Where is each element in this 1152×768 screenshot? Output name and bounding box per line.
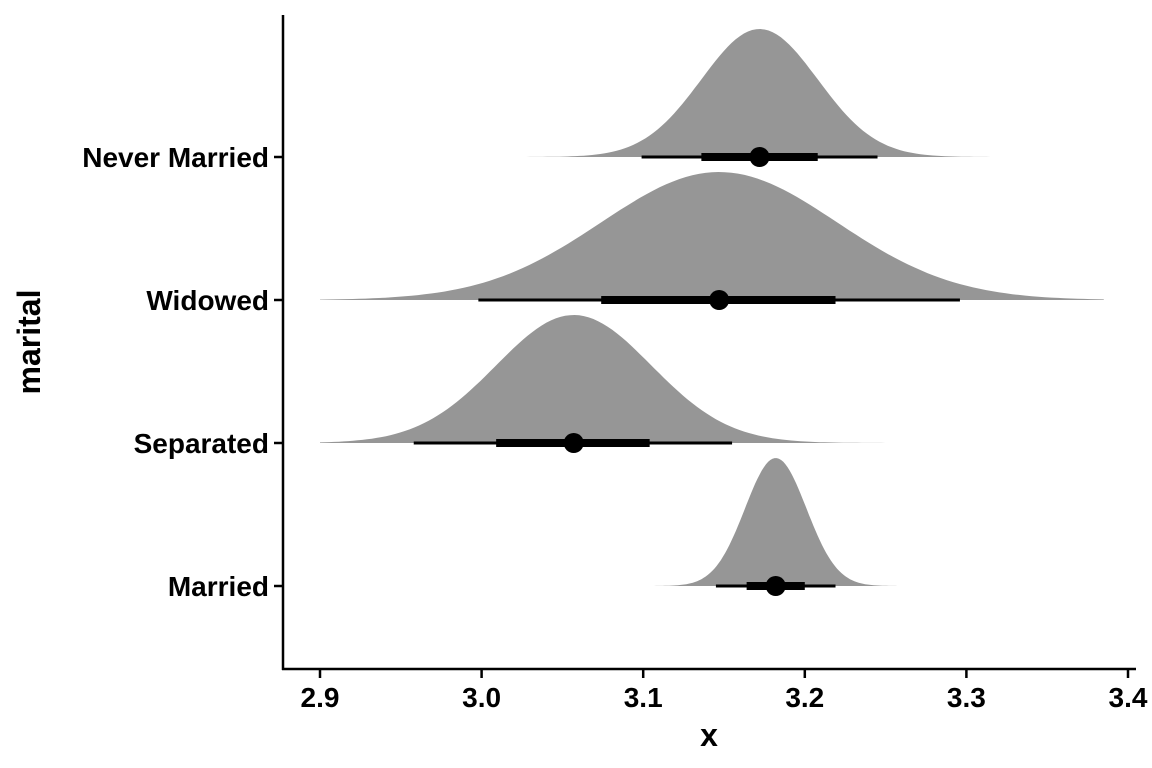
x-tick-label: 3.0 xyxy=(462,682,501,713)
y-tick-label: Separated xyxy=(134,428,269,459)
x-tick-label: 3.3 xyxy=(947,682,986,713)
y-tick-label: Widowed xyxy=(146,285,269,316)
point-married xyxy=(765,576,786,596)
density-separated xyxy=(320,315,886,443)
density-married xyxy=(643,458,902,586)
x-tick-label: 2.9 xyxy=(301,682,340,713)
point-widowed xyxy=(709,290,730,310)
x-tick-label: 3.4 xyxy=(1109,682,1148,713)
x-axis-title: x xyxy=(700,717,718,753)
y-tick-label: Never Married xyxy=(82,142,269,173)
density-never-married xyxy=(513,29,1007,157)
density-layer xyxy=(320,29,1104,586)
x-axis-ticks: 2.9 3.0 3.1 3.2 3.3 3.4 xyxy=(301,669,1148,713)
point-separated xyxy=(563,433,584,453)
y-axis-title: marital xyxy=(11,290,47,395)
x-tick-label: 3.1 xyxy=(624,682,663,713)
y-tick-label: Married xyxy=(168,571,269,602)
point-never-married xyxy=(749,147,770,167)
y-axis-ticks: Married Separated Widowed Never Married xyxy=(82,142,283,602)
x-tick-label: 3.2 xyxy=(785,682,824,713)
interval-layer xyxy=(413,147,960,596)
density-widowed xyxy=(320,172,1104,300)
